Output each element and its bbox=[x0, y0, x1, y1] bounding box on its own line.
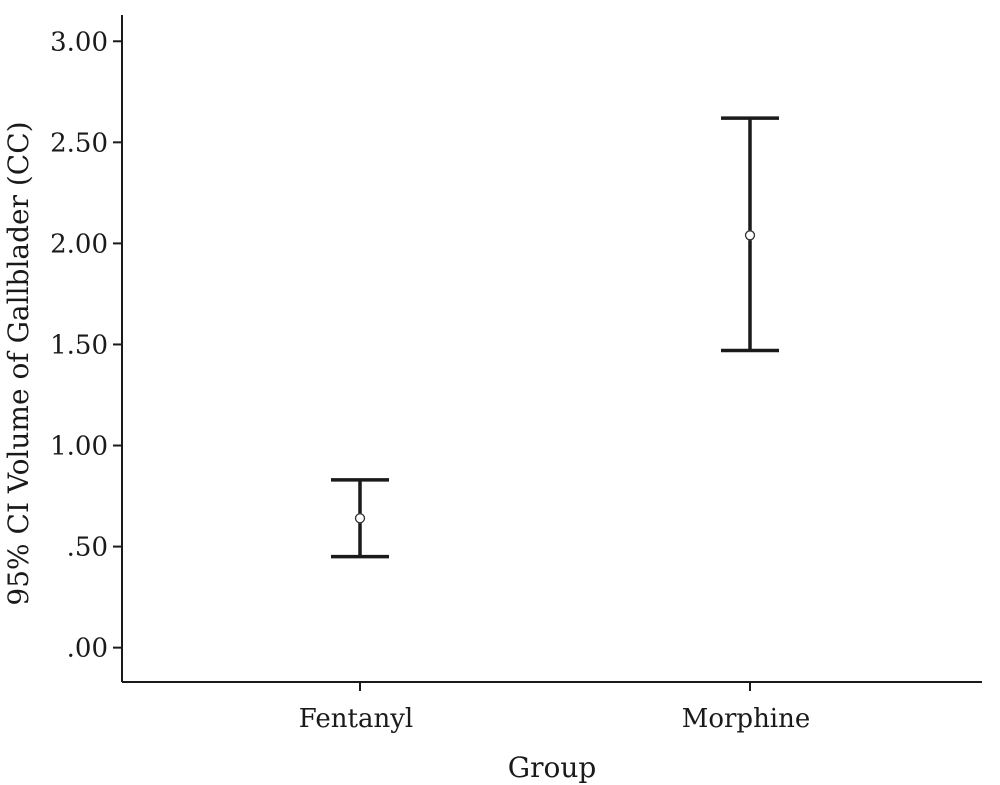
y-axis-title: 95% CI Volume of Gallblader (CC) bbox=[2, 121, 35, 605]
x-axis-title: Group bbox=[508, 751, 597, 784]
x-tick-label: Morphine bbox=[682, 704, 811, 734]
y-tick-label: 3.00 bbox=[50, 27, 108, 57]
y-tick-label: 1.50 bbox=[50, 330, 108, 360]
mean-point bbox=[744, 230, 756, 241]
x-axis-ticks: Fentanyl Morphine bbox=[299, 682, 811, 734]
x-tick-label: Fentanyl bbox=[299, 704, 413, 734]
mean-point bbox=[354, 513, 366, 524]
y-tick-label: .50 bbox=[67, 533, 108, 563]
confidence-interval-bars bbox=[331, 116, 779, 559]
mean-point-bg bbox=[355, 513, 365, 524]
y-tick-label: 2.00 bbox=[50, 229, 108, 259]
ci-bar-fentanyl bbox=[331, 478, 389, 559]
y-tick-label: 1.00 bbox=[50, 432, 108, 462]
ci-bar-morphine bbox=[721, 116, 779, 353]
mean-point-bg bbox=[745, 230, 755, 241]
y-tick-label: 2.50 bbox=[50, 128, 108, 158]
y-tick-label: .00 bbox=[67, 634, 108, 664]
y-axis-ticks: .00 .50 1.00 1.50 2.00 2.50 3.00 bbox=[50, 27, 122, 664]
